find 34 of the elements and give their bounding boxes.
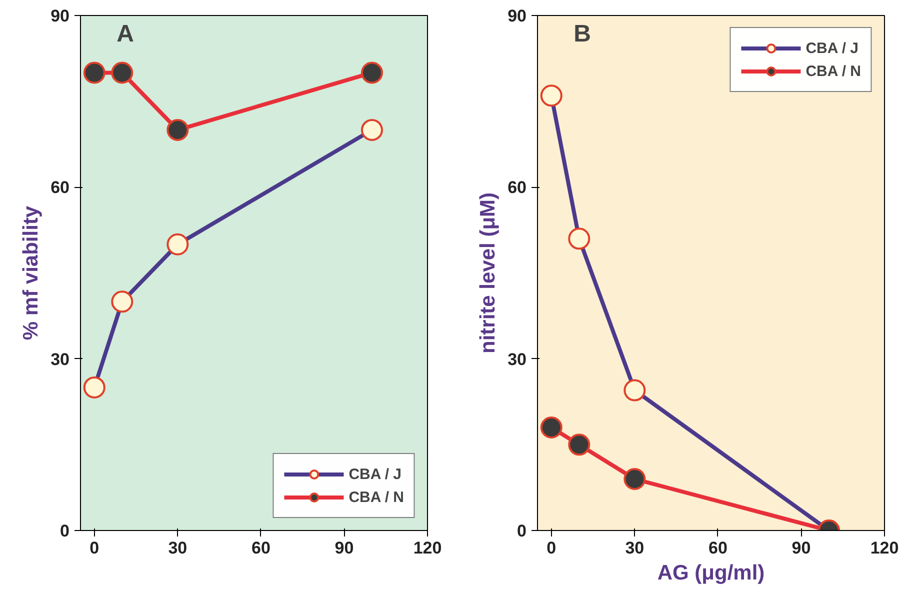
x-tick-label: 0	[546, 538, 556, 558]
legend-label: CBA / N	[806, 62, 861, 80]
x-tick-label: 30	[625, 538, 644, 558]
x-tick-label: 120	[413, 538, 442, 558]
legend-label: CBA / J	[348, 466, 402, 482]
x-tick-label: 120	[870, 538, 899, 558]
point	[540, 416, 562, 438]
y-tick-label: 90	[50, 6, 70, 26]
point	[568, 434, 590, 456]
point	[166, 118, 189, 141]
legend-label: CBA / N	[348, 488, 404, 506]
x-axis-title: AG (μg/ml)	[657, 562, 765, 584]
chart-title: B	[574, 20, 591, 48]
y-axis-title: % mf viability	[20, 206, 43, 340]
y-tick-label: 60	[50, 178, 70, 198]
x-tick-label: 60	[708, 538, 728, 558]
point	[624, 468, 646, 490]
point	[83, 62, 106, 84]
y-tick-label: 90	[508, 6, 527, 26]
x-tick-label: 90	[334, 538, 354, 558]
point	[360, 62, 383, 84]
x-tick-label: 90	[792, 538, 811, 558]
point	[111, 62, 134, 84]
y-tick-label: 30	[50, 350, 70, 369]
x-tick-label: 30	[168, 538, 188, 558]
y-tick-label: 0	[60, 522, 70, 540]
y-tick-label: 0	[517, 522, 527, 540]
y-axis-title: nitrite level (μM)	[476, 192, 500, 354]
legend-label: CBA / J	[806, 40, 859, 56]
x-tick-label: 0	[90, 538, 100, 558]
y-tick-label: 60	[508, 178, 527, 198]
x-tick-label: 60	[251, 538, 270, 558]
chart-title: A	[116, 20, 134, 48]
y-tick-label: 30	[508, 350, 527, 369]
